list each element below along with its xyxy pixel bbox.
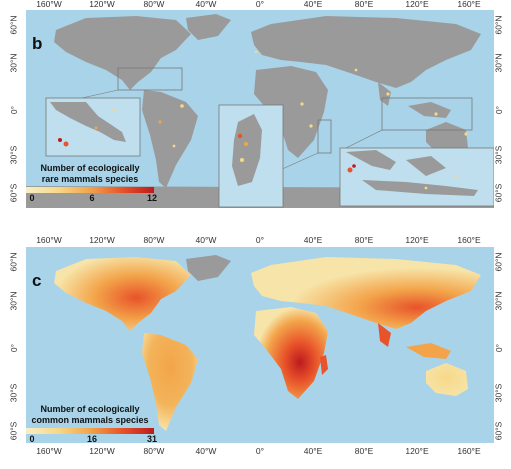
lat-tick-right: 30°S [493,145,504,165]
lon-tick-bottom: 80°W [143,446,165,456]
lat-tick-right: 60°S [493,183,504,203]
legend-title-line2: common mammals species [31,415,149,425]
lat-tick-right: 60°N [493,252,504,272]
lon-tick-top: 80°E [354,235,374,245]
lon-tick-bottom: 160°W [36,446,62,456]
lon-tick-top: 160°W [36,235,62,245]
lon-tick-bottom: 40°W [195,446,217,456]
legend-tick: 0 [29,193,35,203]
rare-species-map [26,10,494,208]
lat-tick-left: 60°S [8,183,19,203]
lat-tick-left: 30°N [8,291,19,311]
legend-tick: 0 [29,434,35,444]
lon-tick-top: 120°E [405,0,429,9]
lon-tick-top: 40°E [303,0,323,9]
rare-hotspots [158,50,468,148]
lon-tick-top: 40°W [195,0,217,9]
legend-tick-labels: 0 16 31 [26,434,158,444]
legend-tick: 6 [89,193,95,203]
lon-tick-top: 120°W [89,0,115,9]
lat-tick-left: 60°S [8,421,19,441]
legend-title-line1: Number of ecologically [40,163,140,173]
lon-tick-bottom: 0° [255,446,265,456]
legend-title-line2: rare mammals species [41,174,139,184]
lon-tick-top: 40°E [303,235,323,245]
lat-tick-left: 30°S [8,383,19,403]
lat-tick-left: 30°S [8,145,19,165]
land-masses [54,255,481,431]
panel-b: 160°W 120°W 80°W 40°W 0° 40°E 80°E 120°E… [0,0,511,231]
legend-colorbar [26,187,154,193]
lat-tick-left: 0° [9,105,20,115]
world-map-common [54,255,481,431]
legend-tick: 31 [146,434,158,444]
lat-tick-right: 0° [494,105,505,115]
common-species-map [26,247,494,443]
legend-title-line1: Number of ecologically [40,404,140,414]
lon-tick-top: 40°W [195,235,217,245]
lon-tick-top: 160°E [457,235,481,245]
lon-tick-top: 160°E [457,0,481,9]
lat-tick-right: 60°N [493,15,504,35]
panel-letter-b: b [32,34,43,53]
lon-tick-bottom: 80°E [354,446,374,456]
lon-tick-top: 160°W [36,0,62,9]
lat-tick-right: 0° [494,343,505,353]
legend-tick-labels: 0 6 12 [26,193,158,203]
lon-tick-top: 80°W [143,235,165,245]
lat-tick-right: 30°N [493,291,504,311]
inset-madagascar [218,104,332,208]
world-map-rare [26,14,494,208]
panel-c: 160°W 120°W 80°W 40°W 0° 40°E 80°E 120°E… [0,233,511,469]
inset-central-america [45,67,183,157]
lon-tick-bottom: 120°E [405,446,429,456]
lon-tick-bottom: 160°E [457,446,481,456]
legend-tick: 12 [146,193,158,203]
lat-tick-right: 30°S [493,383,504,403]
lon-tick-bottom: 40°E [303,446,323,456]
lon-tick-top: 120°E [405,235,429,245]
legend-tick: 16 [86,434,98,444]
lon-tick-top: 80°E [354,0,374,9]
inset-southeast-asia [339,97,494,207]
lat-tick-left: 0° [9,343,20,353]
lat-tick-left: 30°N [8,53,19,73]
lat-tick-left: 60°N [8,15,19,35]
lon-tick-top: 120°W [89,235,115,245]
lat-tick-right: 60°S [493,421,504,441]
legend-colorbar [26,428,154,434]
legend-common: Number of ecologically common mammals sp… [26,404,158,444]
lon-tick-bottom: 120°W [89,446,115,456]
legend-rare: Number of ecologically rare mammals spec… [26,163,158,203]
lon-tick-top: 0° [255,0,265,9]
panel-letter-c: c [32,271,42,290]
lon-tick-top: 80°W [143,0,165,9]
lat-tick-right: 30°N [493,53,504,73]
lon-tick-top: 0° [255,235,265,245]
lat-tick-left: 60°N [8,252,19,272]
